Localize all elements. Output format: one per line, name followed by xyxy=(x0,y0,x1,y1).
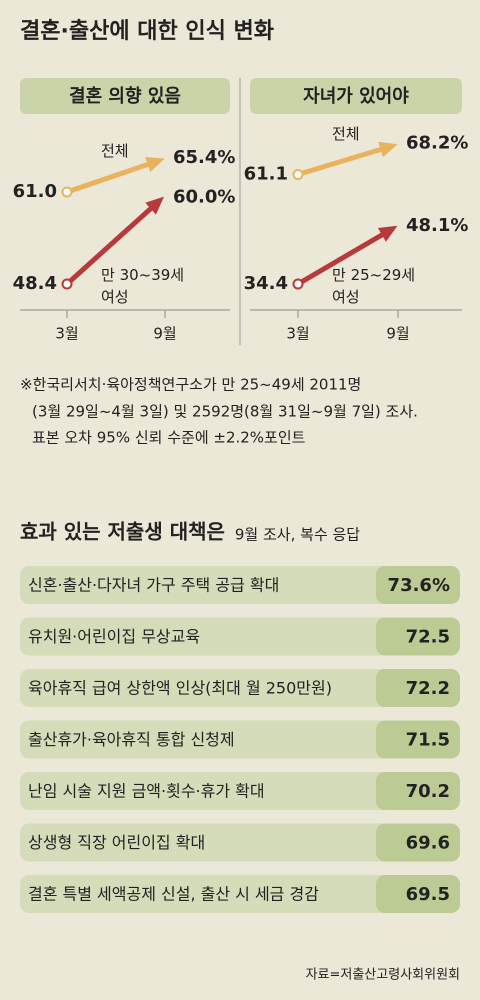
x-tick-label: 3월 xyxy=(55,325,78,343)
category-label: 육아휴직 급여 상한액 인상(최대 월 250만원) xyxy=(28,679,332,698)
point xyxy=(61,278,73,290)
category-label: 상생형 직장 어린이집 확대 xyxy=(28,833,205,852)
row-bar xyxy=(20,566,460,604)
page-title: 결혼·출산에 대한 인식 변화 xyxy=(20,19,274,44)
arrow-head xyxy=(145,156,165,172)
category-label: 난임 시술 지원 금액·횟수·휴가 확대 xyxy=(28,782,265,801)
value-box xyxy=(376,772,460,810)
section-title: 효과 있는 저출생 대책은 xyxy=(20,520,225,544)
value-label: 73.6% xyxy=(388,575,450,596)
point xyxy=(61,186,73,198)
arrow-head xyxy=(145,196,164,215)
series-name-box: 만 25~29세 여성 xyxy=(332,266,416,306)
slope-line xyxy=(296,230,387,287)
section-title: 자녀가 있어야 xyxy=(303,86,409,107)
value-box xyxy=(376,617,460,656)
row-bar xyxy=(20,772,460,810)
point xyxy=(292,278,304,290)
row-bar xyxy=(20,617,460,656)
x-tick-label: 9월 xyxy=(153,325,176,343)
value-label: 48.1% xyxy=(406,215,468,236)
section-title: 결혼 의향 있음 xyxy=(69,85,181,107)
value-label: 61.0 xyxy=(13,181,57,202)
series-name: 전체 xyxy=(332,124,360,143)
value-box xyxy=(376,669,460,707)
value-label: 68.2% xyxy=(406,132,468,153)
arrow-head xyxy=(378,141,398,158)
value-label: 34.4 xyxy=(244,273,288,294)
value-label: 72.2 xyxy=(406,678,450,699)
category-label: 결혼 특별 세액공제 신설, 출산 시 세금 경감 xyxy=(28,885,319,904)
category-label: 출산휴가·육아휴직 통합 신청제 xyxy=(28,730,235,749)
value-label: 69.5 xyxy=(406,884,450,905)
category-label: 유치원·어린이집 무상교육 xyxy=(28,627,200,646)
note-line: 표본 오차 95% 신뢰 수준에 ±2.2%포인트 xyxy=(32,429,306,447)
value-label: 70.2 xyxy=(406,781,450,802)
value-box xyxy=(376,720,460,759)
section-header xyxy=(20,78,230,114)
series-name: 만 30~39세 여성 xyxy=(101,266,185,306)
note-line: ※한국리서치·육아정책연구소가 만 25~49세 2011명 xyxy=(20,376,361,394)
row-bar xyxy=(20,720,460,759)
section-subtitle: 9월 조사, 복수 응답 xyxy=(235,526,360,544)
series-name-box: 전체 xyxy=(332,124,360,143)
series-name: 전체 xyxy=(101,142,129,161)
value-label: 48.4 xyxy=(13,273,57,294)
row-bar xyxy=(20,669,460,707)
slope-line xyxy=(297,145,386,177)
value-label: 65.4% xyxy=(173,147,235,168)
slope-line xyxy=(65,204,156,286)
value-box xyxy=(376,875,460,913)
series-name-box: 전체 xyxy=(101,142,129,161)
value-label: 71.5 xyxy=(406,730,450,751)
value-label: 72.5 xyxy=(406,627,450,648)
section-header xyxy=(250,78,462,114)
row-bar xyxy=(20,875,460,913)
x-tick-label: 9월 xyxy=(386,325,409,343)
source: 자료=저출산고령사회위원회 xyxy=(306,968,460,983)
arrow-head xyxy=(377,225,398,242)
value-box xyxy=(376,823,460,862)
series-name-box: 만 30~39세 여성 xyxy=(101,266,185,306)
value-label: 60.0% xyxy=(173,186,235,207)
value-label: 61.1 xyxy=(244,164,288,185)
category-label: 신혼·출산·다자녀 가구 주택 공급 확대 xyxy=(28,576,279,595)
point xyxy=(292,169,304,181)
value-box xyxy=(376,566,460,604)
slope-line xyxy=(66,160,153,195)
value-label: 69.6 xyxy=(406,833,450,854)
row-bar xyxy=(20,823,460,862)
x-tick-label: 3월 xyxy=(286,325,309,343)
note-line: (3월 29일~4월 3일) 및 2592명(8월 31일~9월 7일) 조사. xyxy=(32,403,418,421)
series-name: 만 25~29세 여성 xyxy=(332,266,416,306)
